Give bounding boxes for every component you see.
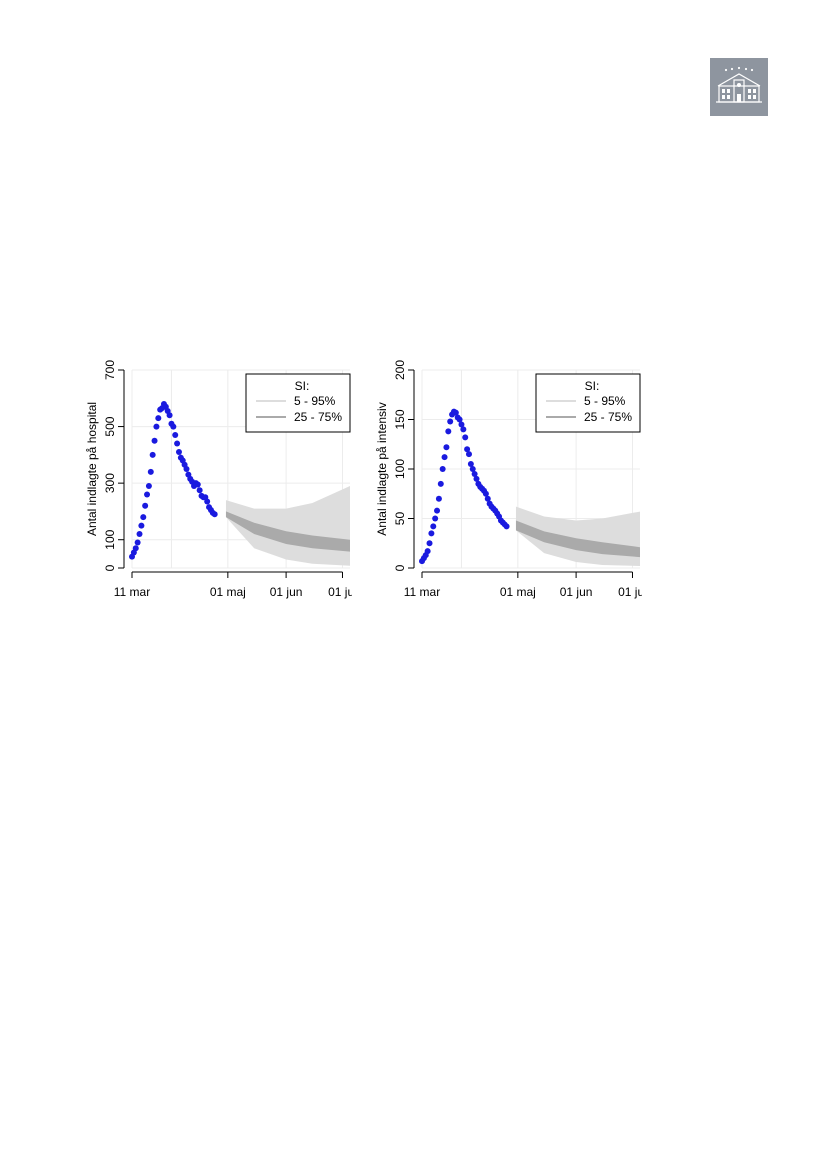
y-tick-label: 0 bbox=[393, 564, 407, 571]
data-point bbox=[196, 487, 203, 494]
legend: SI:5 - 95% 25 - 75% bbox=[535, 373, 641, 433]
legend-label: 25 - 75% bbox=[584, 410, 632, 424]
data-point bbox=[430, 523, 437, 530]
data-point bbox=[132, 545, 139, 552]
legend-title: SI: bbox=[585, 379, 600, 393]
legend-label: 25 - 75% bbox=[294, 410, 342, 424]
data-point bbox=[155, 415, 162, 422]
data-point bbox=[437, 480, 444, 487]
data-point bbox=[465, 451, 472, 458]
data-point bbox=[445, 428, 452, 435]
data-point bbox=[439, 466, 446, 472]
legend-box bbox=[535, 373, 641, 433]
data-point bbox=[473, 475, 480, 482]
y-axis: 0 100 300 500 700 bbox=[103, 360, 125, 571]
data-point bbox=[166, 412, 173, 419]
data-point bbox=[204, 498, 211, 505]
y-axis-label: Antal indlagte på hospital bbox=[85, 402, 99, 536]
x-tick-label: 01 jun bbox=[560, 585, 593, 599]
data-point bbox=[142, 502, 149, 509]
x-tick-label: 11 mar bbox=[404, 585, 440, 599]
data-point bbox=[456, 416, 463, 423]
data-point bbox=[211, 511, 218, 518]
data-point bbox=[460, 426, 467, 433]
x-axis: 11 mar 01 maj 01 jun 01 jul bbox=[404, 571, 647, 599]
x-axis: 11 mar 01 maj 01 jun 01 jul bbox=[114, 571, 357, 599]
data-point bbox=[469, 466, 476, 472]
data-point bbox=[174, 440, 181, 447]
data-point bbox=[172, 432, 179, 439]
data-point bbox=[484, 495, 491, 502]
data-point bbox=[458, 421, 465, 428]
data-point bbox=[471, 470, 478, 477]
data-point bbox=[432, 515, 439, 522]
y-tick-label: 100 bbox=[393, 459, 407, 479]
data-point bbox=[464, 446, 471, 453]
x-tick-label: 01 jun bbox=[270, 585, 303, 599]
data-point bbox=[452, 409, 459, 416]
confidence-band bbox=[515, 520, 640, 558]
data-point bbox=[426, 540, 433, 547]
y-tick-label: 500 bbox=[103, 416, 117, 436]
data-point bbox=[424, 548, 431, 555]
data-point bbox=[134, 539, 141, 546]
hospital-logo bbox=[710, 58, 768, 116]
y-tick-label: 700 bbox=[103, 360, 117, 380]
data-point bbox=[183, 466, 190, 472]
data-point bbox=[145, 482, 152, 489]
x-tick-label: 01 maj bbox=[210, 585, 246, 599]
data-point bbox=[136, 531, 143, 538]
y-tick-label: 50 bbox=[393, 512, 407, 526]
data-point bbox=[140, 514, 147, 521]
data-point bbox=[170, 423, 177, 430]
legend: SI:5 - 95% 25 - 75% bbox=[245, 373, 351, 433]
x-tick-label: 01 jul bbox=[328, 585, 352, 599]
x-tick-label: 01 maj bbox=[500, 585, 536, 599]
data-point bbox=[503, 523, 510, 530]
hospital-chart-svg: 0 100 300 500 700 Antal indlagte på hospital 1… bbox=[85, 360, 357, 599]
observed-series bbox=[129, 400, 218, 560]
icu-chart: 0 50 100 150 200 Antal indlagte på intensiv 11… bbox=[370, 358, 647, 608]
data-point bbox=[194, 481, 201, 488]
y-tick-label: 0 bbox=[103, 564, 117, 571]
legend-title: SI: bbox=[295, 379, 310, 393]
hospital-building-icon bbox=[710, 58, 768, 116]
legend-label: 5 - 95% bbox=[294, 394, 336, 408]
data-point bbox=[175, 449, 182, 456]
y-tick-label: 100 bbox=[103, 529, 117, 549]
data-point bbox=[443, 444, 450, 451]
y-tick-label: 200 bbox=[393, 360, 407, 380]
data-point bbox=[441, 454, 448, 461]
data-point bbox=[434, 507, 441, 514]
confidence-band bbox=[225, 511, 350, 552]
observed-series bbox=[419, 408, 510, 565]
data-point bbox=[447, 418, 454, 425]
data-point bbox=[149, 451, 156, 458]
y-axis-label: Antal indlagte på intensiv bbox=[375, 402, 389, 535]
x-tick-label: 01 jul bbox=[618, 585, 642, 599]
legend-box bbox=[245, 373, 351, 433]
data-point bbox=[138, 522, 145, 529]
data-point bbox=[462, 434, 469, 441]
data-point bbox=[147, 468, 154, 475]
data-point bbox=[428, 530, 435, 537]
x-tick-label: 11 mar bbox=[114, 585, 150, 599]
icu-chart-svg: 0 50 100 150 200 Antal indlagte på intensiv 11… bbox=[375, 360, 647, 599]
data-point bbox=[467, 461, 474, 468]
y-tick-label: 300 bbox=[103, 473, 117, 493]
hospital-chart: 0 100 300 500 700 Antal indlagte på hospital 1… bbox=[80, 358, 357, 608]
data-point bbox=[144, 491, 151, 498]
data-point bbox=[482, 490, 489, 497]
data-point bbox=[153, 423, 160, 430]
y-tick-label: 150 bbox=[393, 409, 407, 429]
data-point bbox=[435, 495, 442, 502]
data-point bbox=[151, 437, 158, 444]
legend-label: 5 - 95% bbox=[584, 394, 626, 408]
y-axis: 0 50 100 150 200 bbox=[393, 360, 415, 571]
